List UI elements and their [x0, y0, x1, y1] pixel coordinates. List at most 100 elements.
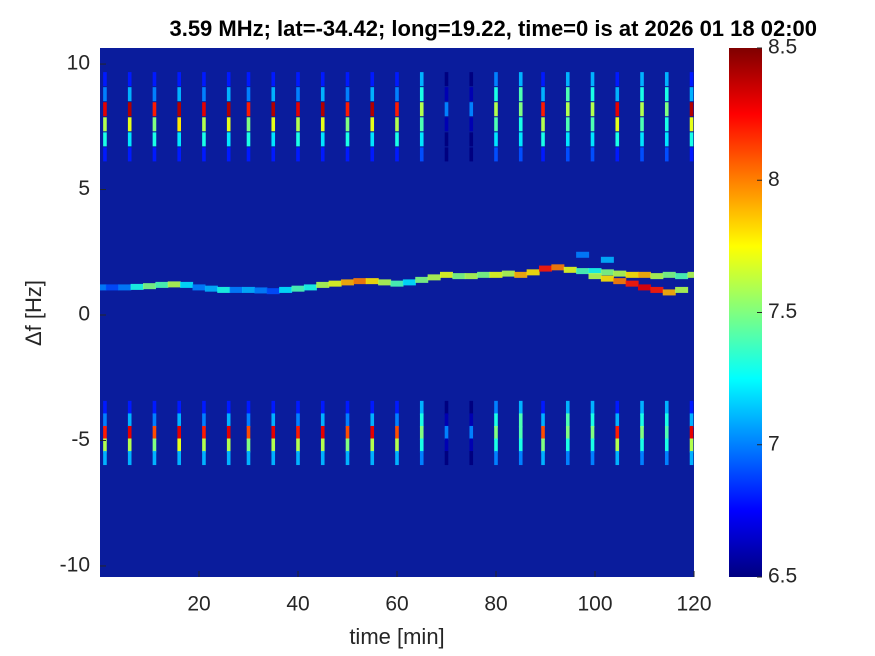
heatmap-cell: [518, 451, 523, 466]
heatmap-cell: [565, 147, 570, 162]
track-cell: [316, 281, 330, 288]
heatmap-cell: [541, 132, 545, 147]
track-cell: [100, 284, 107, 291]
colorbar-tick-label: 8.5: [768, 36, 797, 59]
track-cell: [192, 284, 206, 291]
heatmap-cell: [469, 451, 474, 466]
x-tick-label: 60: [385, 593, 408, 616]
heatmap-cell: [271, 102, 276, 117]
heatmap-cell: [345, 438, 350, 453]
heatmap-cell: [664, 438, 669, 453]
heatmap-cell: [296, 117, 300, 132]
track-cell: [427, 274, 441, 281]
heatmap-cell: [419, 451, 424, 466]
track-cell: [328, 280, 342, 287]
heatmap-cell: [689, 117, 694, 132]
heatmap-cell: [565, 413, 570, 428]
heatmap-cell: [296, 147, 300, 162]
heatmap-cell: [177, 438, 181, 453]
heatmap-cell: [689, 87, 694, 102]
heatmap-cell: [246, 147, 251, 162]
heatmap-cell: [518, 72, 523, 87]
track-cell: [279, 286, 293, 293]
heatmap-cell: [395, 117, 399, 132]
y-tick-label: 5: [78, 177, 90, 200]
heatmap-cell: [395, 102, 399, 117]
heatmap-cell: [296, 438, 300, 453]
heatmap-cell: [152, 102, 157, 117]
heatmap-cell: [419, 413, 424, 428]
track-cell: [477, 271, 491, 278]
heatmap-cell: [152, 117, 157, 132]
heatmap-cell: [370, 132, 375, 147]
track-cell: [489, 271, 503, 278]
heatmap-cell: [177, 425, 181, 440]
heatmap-cell: [640, 400, 644, 415]
heatmap-cell: [419, 147, 424, 162]
heatmap-cell: [541, 451, 545, 466]
track-cell: [539, 265, 552, 272]
heatmap-cell: [419, 425, 424, 440]
heatmap-cell: [271, 132, 276, 147]
heatmap-cell: [590, 425, 595, 440]
heatmap-cell: [127, 413, 132, 428]
track-cell: [217, 286, 231, 293]
heatmap-cell: [320, 425, 325, 440]
heatmap-cell: [444, 400, 449, 415]
track-cell: [576, 251, 590, 258]
heatmap-cell: [226, 147, 231, 162]
heatmap-cell: [689, 147, 694, 162]
heatmap-cell: [296, 400, 300, 415]
heatmap-cell: [152, 413, 157, 428]
heatmap-cell: [246, 102, 251, 117]
track-cell: [167, 281, 181, 288]
track-cell: [204, 285, 218, 292]
heatmap-cell: [444, 117, 449, 132]
heatmap-cell: [226, 425, 231, 440]
heatmap-cell: [296, 451, 300, 466]
heatmap-cell: [226, 132, 231, 147]
heatmap-cell: [469, 102, 474, 117]
heatmap-cell: [395, 147, 399, 162]
heatmap-cell: [565, 400, 570, 415]
track-cell: [650, 273, 664, 280]
heatmap-cell: [320, 413, 325, 428]
track-cell: [687, 271, 694, 278]
track-cell: [266, 288, 280, 295]
heatmap-cell: [177, 147, 181, 162]
heatmap-cell: [103, 147, 107, 162]
y-tick-label: -5: [71, 428, 90, 451]
heatmap-cell: [590, 117, 595, 132]
heatmap-cell: [565, 132, 570, 147]
heatmap-cell: [590, 400, 595, 415]
heatmap-cell: [370, 117, 375, 132]
heatmap-cell: [127, 400, 132, 415]
heatmap-cell: [518, 87, 523, 102]
track-cell: [600, 256, 614, 263]
heatmap-cell: [395, 72, 399, 87]
heatmap-cell: [590, 87, 595, 102]
heatmap-cell: [177, 72, 181, 87]
heatmap-cell: [202, 438, 206, 453]
heatmap-cell: [127, 147, 132, 162]
track-cell: [464, 273, 478, 280]
heatmap-cell: [664, 425, 669, 440]
track-cell: [588, 268, 602, 275]
heatmap-cell: [296, 413, 300, 428]
heatmap-cell: [518, 102, 523, 117]
heatmap-cell: [320, 117, 325, 132]
heatmap-cell: [640, 117, 644, 132]
track-cell: [105, 284, 119, 291]
heatmap-cell: [345, 425, 350, 440]
heatmap-cell: [345, 117, 350, 132]
track-cell: [242, 286, 255, 293]
track-cell: [180, 281, 194, 288]
heatmap-cell: [664, 147, 669, 162]
heatmap-cell: [246, 400, 251, 415]
heatmap-cell: [103, 132, 107, 147]
track-cell: [229, 286, 243, 293]
heatmap-cell: [271, 117, 276, 132]
heatmap-cell: [640, 451, 644, 466]
heatmap-cell: [103, 400, 107, 415]
heatmap-cell: [202, 117, 206, 132]
